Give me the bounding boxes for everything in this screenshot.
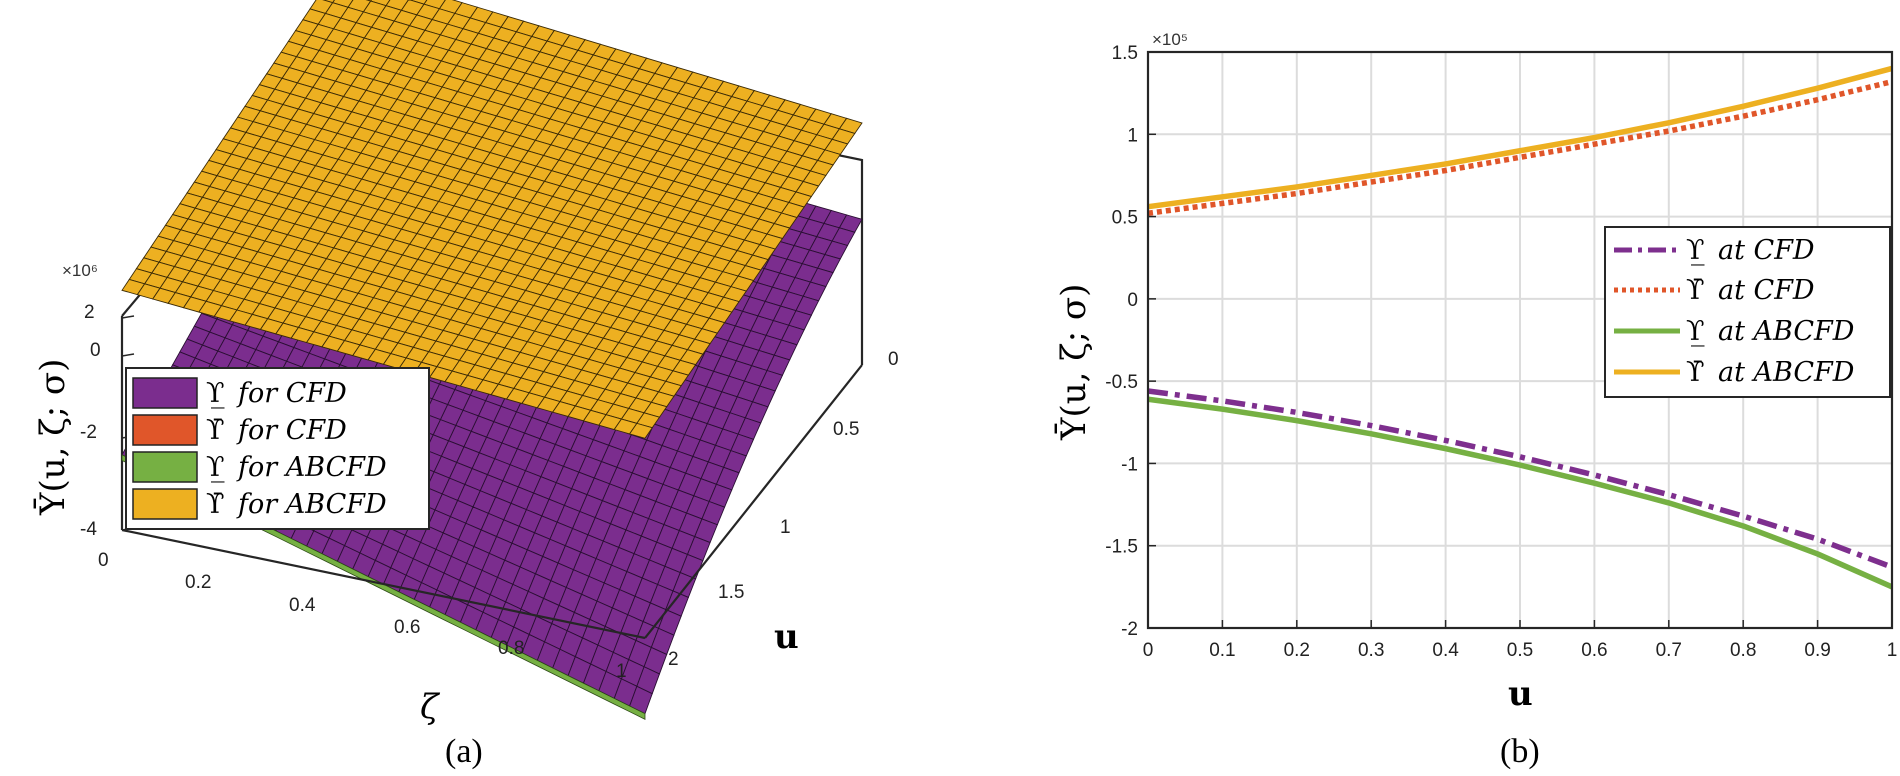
legend-a-symbol: ϒ̲ bbox=[206, 378, 225, 409]
legend-a-label: for CFD bbox=[236, 378, 347, 409]
panel-a-surface-plot: ×10⁶ 2 0 -2 -4 0 0.2 0.4 0.6 0.8 1 0 0.5… bbox=[33, 0, 899, 770]
series-lines-b bbox=[1147, 65, 1894, 590]
x-tick-label: 0 bbox=[1143, 640, 1154, 661]
u-tick-label: 0 bbox=[888, 349, 899, 370]
u-axis-line bbox=[644, 364, 863, 639]
legend-b-box bbox=[1604, 226, 1891, 398]
series-line-0 bbox=[1147, 388, 1893, 570]
legend-b-label: at CFD bbox=[1718, 275, 1815, 306]
legend-b: ϒ̲ at CFD ϒ̄ at CFD ϒ̲ at ABCFD ϒ̄ at AB… bbox=[1604, 226, 1891, 398]
z-tick-label: 2 bbox=[84, 302, 95, 323]
zeta-tick-label: 0.6 bbox=[394, 617, 420, 638]
x-tick-label: 0.5 bbox=[1507, 640, 1533, 661]
y-tick-label: -1 bbox=[1121, 454, 1138, 475]
u-tick-label: 1.5 bbox=[718, 582, 744, 603]
caption-a: (a) bbox=[445, 733, 483, 770]
legend-b-symbol: ϒ̄ bbox=[1686, 357, 1705, 388]
legend-a: ϒ̲ for CFD ϒ̄ for CFD ϒ̲ for ABCFD ϒ̄ fo… bbox=[125, 367, 430, 530]
caption-b: (b) bbox=[1500, 733, 1540, 770]
y-exponent-b: ×10⁵ bbox=[1152, 30, 1188, 49]
y-tick-label: 1 bbox=[1127, 125, 1138, 146]
zeta-tick-label: 0.2 bbox=[185, 572, 211, 593]
y-tick-labels-b: 1.5 1 0.5 0 -0.5 -1 -1.5 -2 bbox=[1105, 43, 1138, 640]
x-tick-label: 1 bbox=[1887, 640, 1898, 661]
panel-b-line-plot: ×10⁵ 1.510.50-0.5-1-1.5-2 0 0.1 0.2 0.3 0.4 0… bbox=[1054, 30, 1897, 770]
orange-surface bbox=[121, 0, 863, 439]
x-tick-label: 0.1 bbox=[1209, 640, 1235, 661]
u-tick-label: 0.5 bbox=[833, 419, 859, 440]
x-tick-label: 0.9 bbox=[1804, 640, 1830, 661]
zeta-tick-label: 1 bbox=[616, 661, 627, 682]
legend-b-symbol: ϒ̲ bbox=[1686, 316, 1705, 347]
legend-b-symbol: ϒ̄ bbox=[1686, 275, 1705, 306]
z-axis-label: Ῡ(u, ζ; σ) bbox=[33, 359, 73, 516]
z-exponent: ×10⁶ bbox=[62, 261, 98, 280]
legend-a-symbol: ϒ̄ bbox=[206, 489, 225, 520]
x-tick-label: 0.3 bbox=[1358, 640, 1384, 661]
x-tick-labels-b: 0 0.1 0.2 0.3 0.4 0.5 0.6 0.7 0.8 0.9 1 bbox=[1143, 640, 1898, 661]
legend-a-symbol: ϒ̄ bbox=[206, 415, 225, 446]
x-axis-label-b: u bbox=[1508, 674, 1533, 714]
legend-b-label: at ABCFD bbox=[1718, 357, 1855, 388]
series-line-2 bbox=[1147, 396, 1894, 590]
legend-a-swatch-green bbox=[132, 451, 198, 483]
zeta-tick-label: 0.4 bbox=[289, 595, 316, 616]
zeta-axis-label: ζ bbox=[420, 687, 441, 727]
u-tick-label: 1 bbox=[780, 517, 791, 538]
series-line-3 bbox=[1147, 65, 1893, 210]
z-tick-label: -2 bbox=[80, 422, 97, 443]
ticks-b bbox=[1147, 51, 1893, 629]
z-tick-label: -4 bbox=[80, 519, 97, 540]
x-tick-label: 0.2 bbox=[1284, 640, 1310, 661]
z-tick-label: 0 bbox=[90, 340, 101, 361]
legend-a-label: for ABCFD bbox=[236, 489, 387, 520]
legend-b-label: at ABCFD bbox=[1718, 316, 1855, 347]
legend-a-swatch-orange bbox=[132, 488, 198, 520]
zeta-axis-line bbox=[121, 528, 646, 640]
z-tick-mark bbox=[121, 315, 135, 319]
y-tick-label: -0.5 bbox=[1105, 372, 1138, 393]
y-tick-label: 1.5 bbox=[1112, 43, 1138, 64]
u-axis-label: u bbox=[774, 617, 799, 657]
legend-a-label: for CFD bbox=[236, 415, 347, 446]
zeta-tick-label: 0 bbox=[98, 550, 109, 571]
legend-b-symbol: ϒ̲ bbox=[1686, 235, 1705, 266]
y-tick-label: -2 bbox=[1121, 619, 1138, 640]
y-axis-label-b: Ῡ(u, ζ; σ) bbox=[1054, 284, 1094, 441]
x-tick-label: 0.6 bbox=[1581, 640, 1607, 661]
x-tick-label: 0.4 bbox=[1432, 640, 1459, 661]
legend-b-label: at CFD bbox=[1718, 235, 1815, 266]
y-tick-label: 0 bbox=[1127, 290, 1138, 311]
x-tick-label: 0.8 bbox=[1730, 640, 1756, 661]
u-tick-label: 2 bbox=[668, 649, 679, 670]
legend-a-symbol: ϒ̲ bbox=[206, 452, 225, 483]
x-tick-label: 0.7 bbox=[1656, 640, 1682, 661]
z-tick-mark bbox=[121, 353, 135, 357]
legend-a-label: for ABCFD bbox=[236, 452, 387, 483]
legend-a-swatch-purple bbox=[132, 377, 198, 409]
surface-patch bbox=[628, 422, 653, 439]
y-tick-label: -1.5 bbox=[1105, 537, 1138, 558]
legend-a-swatch-red bbox=[132, 414, 198, 446]
zeta-tick-label: 0.8 bbox=[498, 638, 524, 659]
y-tick-label: 0.5 bbox=[1112, 208, 1138, 229]
